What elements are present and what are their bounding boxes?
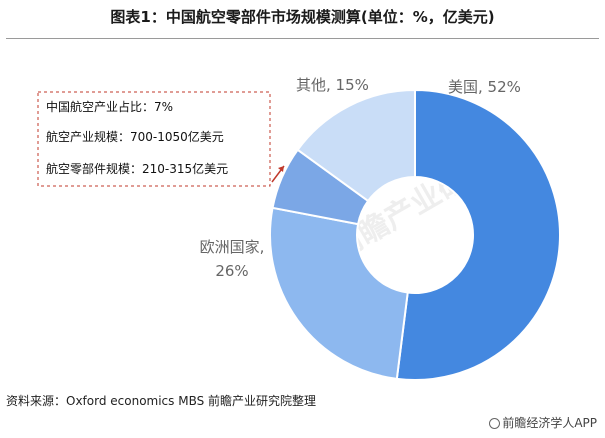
annotation-line-aviation-scale: 航空产业规模：700-1050亿美元	[46, 129, 224, 144]
slice-label-other: 其他, 15%	[296, 76, 369, 94]
brand-logo-icon	[489, 418, 501, 429]
annotation-box	[37, 91, 271, 187]
donut-slice-美国	[395, 88, 561, 381]
annotation-arrow-head	[278, 166, 284, 172]
slice-label-europe-percent: 26%	[215, 262, 248, 280]
annotation-callout: 中国航空产业占比：7% 航空产业规模：700-1050亿美元 航空零部件规模：2…	[37, 91, 285, 187]
donut-slice-欧洲国家	[269, 206, 409, 380]
brand-name: 前瞻经济学人APP	[502, 416, 597, 430]
source-note: 资料来源：Oxford economics MBS 前瞻产业研究院整理	[6, 394, 317, 408]
annotation-line-parts-scale: 航空零部件规模：210-315亿美元	[46, 161, 228, 176]
donut-slices	[269, 88, 561, 381]
slice-label-europe: 欧洲国家,	[200, 238, 265, 256]
brand-footer: 前瞻经济学人APP	[489, 414, 597, 431]
slice-label-us: 美国, 52%	[448, 78, 521, 96]
annotation-line-china-share: 中国航空产业占比：7%	[46, 99, 173, 114]
title-divider	[6, 38, 599, 39]
chart-title: 图表1：中国航空零部件市场规模测算(单位：%，亿美元)	[110, 8, 495, 26]
donut-slice-其他	[296, 88, 416, 203]
